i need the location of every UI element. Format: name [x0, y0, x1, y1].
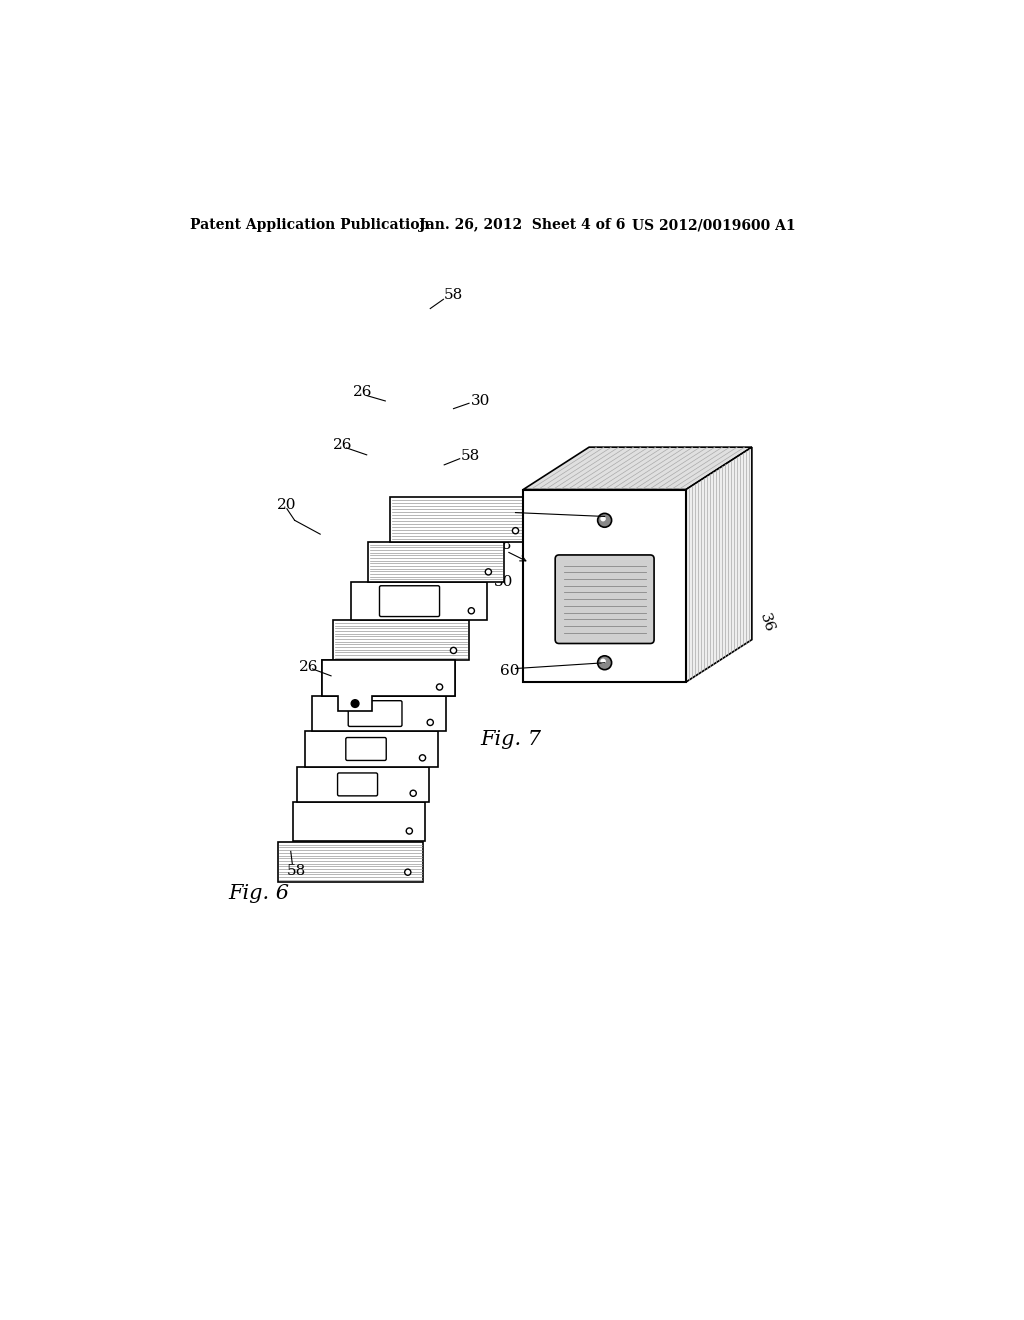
- Circle shape: [598, 513, 611, 527]
- Text: Patent Application Publication: Patent Application Publication: [190, 218, 430, 232]
- Circle shape: [468, 607, 474, 614]
- FancyBboxPatch shape: [380, 586, 439, 616]
- Text: 18: 18: [493, 539, 512, 552]
- Circle shape: [485, 569, 492, 576]
- Text: 30: 30: [494, 576, 513, 589]
- FancyBboxPatch shape: [338, 774, 378, 796]
- Circle shape: [512, 528, 518, 533]
- Text: 30: 30: [471, 393, 489, 408]
- Bar: [305, 731, 438, 767]
- Text: US 2012/0019600 A1: US 2012/0019600 A1: [632, 218, 796, 232]
- Circle shape: [410, 791, 417, 796]
- Circle shape: [351, 700, 359, 708]
- Text: 36: 36: [757, 612, 776, 635]
- Bar: [293, 803, 425, 841]
- Circle shape: [451, 647, 457, 653]
- Circle shape: [407, 828, 413, 834]
- Bar: [351, 582, 486, 620]
- Bar: [312, 696, 445, 731]
- Circle shape: [601, 516, 605, 521]
- Circle shape: [598, 656, 611, 669]
- Text: 20: 20: [276, 498, 296, 512]
- Text: Jan. 26, 2012  Sheet 4 of 6: Jan. 26, 2012 Sheet 4 of 6: [419, 218, 625, 232]
- Circle shape: [420, 755, 426, 760]
- FancyBboxPatch shape: [348, 701, 402, 726]
- Text: 58: 58: [287, 863, 306, 878]
- Text: 26: 26: [352, 384, 373, 399]
- FancyBboxPatch shape: [555, 554, 654, 644]
- Bar: [523, 490, 686, 682]
- Circle shape: [601, 659, 605, 664]
- Bar: [278, 842, 423, 882]
- Text: 58: 58: [461, 449, 480, 463]
- Bar: [390, 498, 531, 543]
- Text: Fig. 7: Fig. 7: [480, 730, 542, 750]
- Text: 26: 26: [333, 438, 352, 451]
- Circle shape: [404, 869, 411, 875]
- Bar: [322, 660, 455, 696]
- Text: 60: 60: [500, 504, 519, 517]
- Bar: [369, 543, 504, 582]
- Text: Fig. 6: Fig. 6: [228, 884, 290, 903]
- Bar: [297, 767, 429, 803]
- Text: 26: 26: [299, 660, 318, 673]
- Text: 60: 60: [500, 664, 519, 678]
- Polygon shape: [523, 447, 752, 490]
- Polygon shape: [686, 447, 752, 682]
- Circle shape: [436, 684, 442, 690]
- FancyBboxPatch shape: [346, 738, 386, 760]
- Circle shape: [427, 719, 433, 726]
- Bar: [334, 620, 469, 660]
- Text: 58: 58: [444, 289, 464, 302]
- Polygon shape: [322, 660, 455, 711]
